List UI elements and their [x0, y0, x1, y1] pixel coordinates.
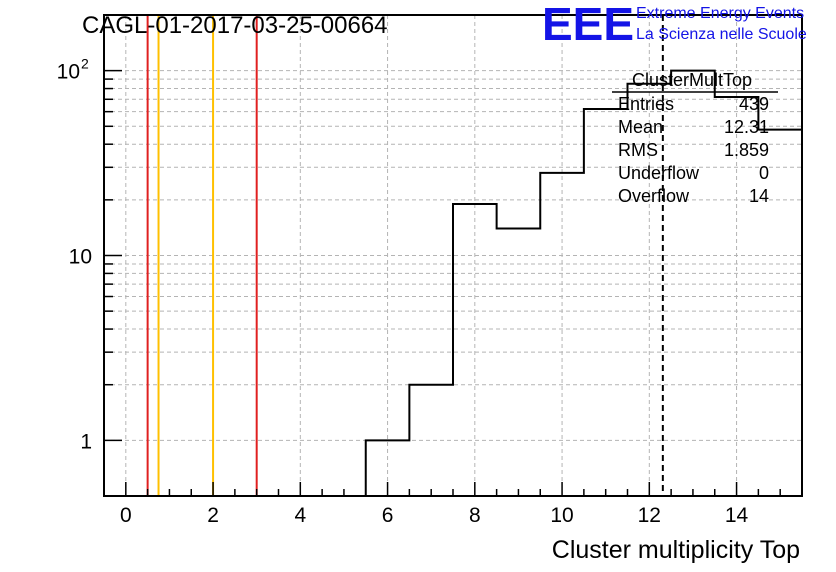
stat-label-overflow: Overflow — [618, 186, 690, 206]
stat-label-underflow: Underflow — [618, 163, 700, 183]
x-tick-label: 8 — [469, 504, 481, 527]
chart-title: CAGL-01-2017-03-25-00664 — [82, 12, 388, 39]
stat-value-entries: 439 — [739, 94, 769, 114]
stats-title: ClusterMultTop — [632, 70, 752, 90]
x-tick-label: 0 — [120, 504, 132, 527]
stat-value-mean: 12.31 — [724, 117, 769, 137]
x-tick-label: 14 — [725, 504, 749, 527]
x-tick-label: 2 — [207, 504, 219, 527]
logo-eee: EEE — [542, 0, 634, 50]
y-tick-label: 10 — [69, 246, 92, 269]
logo-line-2: La Scienza nelle Scuole — [636, 26, 807, 43]
stat-label-rms: RMS — [618, 140, 658, 160]
stat-value-overflow: 14 — [749, 186, 769, 206]
histogram-outline — [364, 69, 802, 496]
x-tick-label: 4 — [294, 504, 306, 527]
histogram — [364, 69, 802, 496]
x-tick-label: 6 — [382, 504, 394, 527]
x-axis-title: Cluster multiplicity Top — [552, 536, 800, 564]
y-tick-label: 1 — [80, 430, 92, 453]
x-axis: 0 2 4 6 8 10 12 14 — [103, 482, 803, 527]
stat-value-underflow: 0 — [759, 163, 769, 183]
stat-label-mean: Mean — [618, 117, 663, 137]
stat-value-rms: 1.859 — [724, 140, 769, 160]
eee-logo: EEE Extreme Energy Events La Scienza nel… — [542, 0, 807, 50]
grid — [104, 14, 802, 496]
logo-line-1: Extreme Energy Events — [636, 5, 804, 22]
reference-lines — [146, 15, 664, 496]
y-tick-exponent: 2 — [81, 56, 89, 72]
x-tick-label: 10 — [550, 504, 573, 527]
stats-box: ClusterMultTop Entries 439 Mean 12.31 RM… — [612, 70, 778, 206]
stat-label-entries: Entries — [618, 94, 674, 114]
y-tick-label: 10 — [57, 61, 80, 84]
x-tick-label: 12 — [638, 504, 661, 527]
